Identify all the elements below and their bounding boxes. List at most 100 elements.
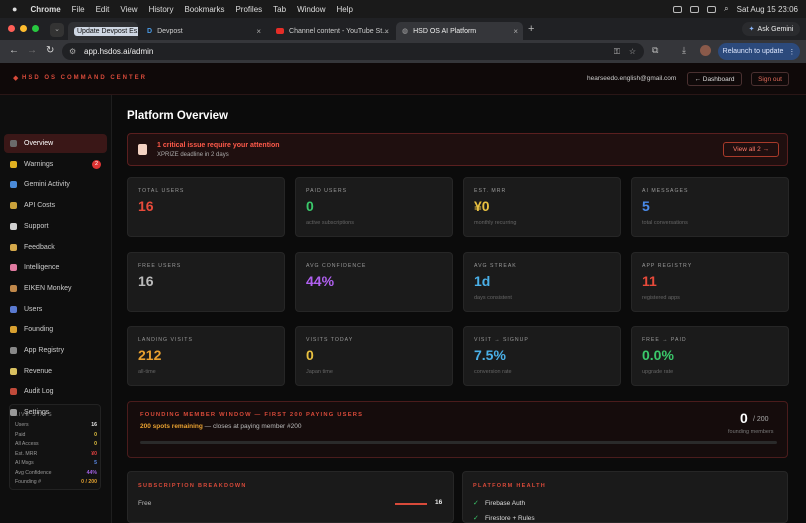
live-stat-row: Avg Confidence 44% xyxy=(15,470,97,476)
log-icon xyxy=(10,388,17,396)
metric-value: ¥0 xyxy=(474,198,490,214)
sidebar-item-intelligence[interactable]: Intelligence xyxy=(4,258,107,277)
brand-dot-icon: ◆ xyxy=(13,75,19,82)
sidebar-item-settings[interactable]: Settings xyxy=(4,403,107,422)
bookmark-star-icon[interactable]: ☆ xyxy=(628,47,636,56)
profile-avatar[interactable] xyxy=(700,45,711,56)
devpost-icon: D xyxy=(147,27,153,35)
live-stats-panel: LIVE STATS Users 16 Paid 0 All Access 0 Est. M… xyxy=(9,404,101,490)
metric-value: 0.0% xyxy=(642,347,674,363)
live-stat-label: AI Msgs xyxy=(15,460,34,466)
menu-view[interactable]: View xyxy=(120,4,138,14)
metric-card-avg-streak: AVG STREAK 1d days consistent xyxy=(463,251,621,312)
dashboard-button[interactable]: ← Dashboard xyxy=(687,72,742,86)
menu-bookmarks[interactable]: Bookmarks xyxy=(184,4,225,14)
sidebar-item-label: EIKEN Monkey xyxy=(24,284,72,292)
sidebar-item-eiken-monkey[interactable]: EIKEN Monkey xyxy=(4,279,107,298)
menu-tab[interactable]: Tab xyxy=(273,4,287,14)
live-stat-value: 5 xyxy=(94,460,97,466)
search-icon[interactable]: ⌕ xyxy=(724,4,729,13)
gemini-sparkle-icon: ✦ xyxy=(748,26,755,33)
sidebar-item-app-registry[interactable]: App Registry xyxy=(4,341,107,360)
ask-gemini-button[interactable]: ✦ Ask Gemini xyxy=(742,22,800,36)
close-tab-icon[interactable]: × xyxy=(513,26,518,36)
sign-out-button[interactable]: Sign out xyxy=(751,72,789,86)
closes-at: — closes at paying member #200 xyxy=(202,423,302,430)
forward-icon[interactable]: → xyxy=(27,45,37,56)
menu-history[interactable]: History xyxy=(148,4,174,14)
close-tab-icon[interactable]: × xyxy=(256,26,261,36)
metric-value: 44% xyxy=(306,272,335,289)
sidebar-item-label: Revenue xyxy=(24,367,53,375)
site-info-icon[interactable]: ⚙ xyxy=(69,47,77,56)
sidebar-item-support[interactable]: Support xyxy=(4,217,107,236)
founding-status: 200 spots remaining — closes at paying m… xyxy=(140,423,302,430)
url-text[interactable]: app.hsdos.ai/admin xyxy=(84,47,154,56)
metric-label: APP REGISTRY xyxy=(642,262,693,269)
wifi-icon[interactable] xyxy=(690,5,700,13)
live-stat-value: 44% xyxy=(86,469,97,476)
menu-edit[interactable]: Edit xyxy=(95,4,110,14)
alert-subtitle: XPRIZE deadline in 2 days xyxy=(157,152,229,158)
close-window-icon[interactable] xyxy=(8,25,15,32)
sidebar-item-founding[interactable]: Founding xyxy=(4,320,107,339)
sidebar-item-audit-log[interactable]: Audit Log xyxy=(4,382,107,401)
menubar-clock[interactable]: Sat Aug 15 23:06 xyxy=(736,4,798,14)
new-tab-icon[interactable]: + xyxy=(528,23,535,35)
close-tab-icon[interactable]: × xyxy=(384,26,389,36)
sidebar-item-gemini-activity[interactable]: Gemini Activity xyxy=(4,175,107,194)
metric-sub: days consistent xyxy=(474,294,512,301)
sidebar-item-overview[interactable]: Overview xyxy=(4,134,107,153)
menu-window[interactable]: Window xyxy=(297,4,326,14)
view-all-button[interactable]: View all 2 → xyxy=(723,142,779,157)
metric-label: TOTAL USERS xyxy=(138,188,185,194)
password-key-icon[interactable]: ⚿ xyxy=(613,46,620,56)
health-item: Firebase Auth xyxy=(485,500,526,507)
sidebar-item-api-costs[interactable]: API Costs xyxy=(4,196,107,215)
relaunch-button[interactable]: Relaunch to update ⋮ xyxy=(718,43,800,60)
back-icon[interactable]: ← xyxy=(9,45,19,56)
extensions-icon[interactable]: ⧉ xyxy=(652,45,659,55)
tab-search-icon[interactable]: ⌄ xyxy=(50,23,64,37)
menu-help[interactable]: Help xyxy=(336,4,353,14)
tab-devpost[interactable]: D Devpost × xyxy=(147,26,261,36)
live-stat-row: All Access 0 xyxy=(15,441,97,447)
metric-value: 7.5% xyxy=(474,347,506,363)
live-stat-value: ¥0 xyxy=(91,450,97,457)
sidebar-item-label: Users xyxy=(24,305,43,313)
apple-icon[interactable]: ● xyxy=(12,4,18,14)
sidebar-item-users[interactable]: Users xyxy=(4,300,107,319)
live-stat-value: 16 xyxy=(91,422,97,428)
metric-value: 11 xyxy=(642,272,657,289)
metric-card-landing-visits: LANDING VISITS 212 all-time xyxy=(127,326,285,386)
sidebar-item-label: Settings xyxy=(24,409,50,417)
minimize-window-icon[interactable] xyxy=(20,25,27,32)
more-menu-icon[interactable]: ⋮ xyxy=(788,48,796,56)
sidebar-item-feedback[interactable]: Feedback xyxy=(4,238,107,257)
sidebar-item-revenue[interactable]: Revenue xyxy=(4,362,107,381)
menu-app[interactable]: Chrome xyxy=(30,4,61,14)
metric-label: VISIT → SIGNUP xyxy=(474,337,529,343)
address-bar[interactable]: ⚙ app.hsdos.ai/admin ⚿ ☆ xyxy=(62,43,644,60)
tab-update-devpost[interactable]: Update Devpost Es... xyxy=(68,22,138,40)
metric-value: 212 xyxy=(138,347,162,363)
menu-file[interactable]: File xyxy=(71,4,85,14)
menu-profiles[interactable]: Profiles xyxy=(235,4,263,14)
zoom-window-icon[interactable] xyxy=(32,25,39,32)
warning-icon xyxy=(10,160,17,168)
metric-sub: monthly recurring xyxy=(474,220,517,226)
metric-label: AVG CONFIDENCE xyxy=(306,262,367,269)
reload-icon[interactable]: ↻ xyxy=(46,45,55,56)
sidebar-item-warnings[interactable]: Warnings 2 xyxy=(4,155,107,174)
registry-icon xyxy=(10,347,17,354)
metric-sub: registered apps xyxy=(642,294,680,301)
youtube-icon xyxy=(276,28,285,34)
tab-hsd-os[interactable]: ◍ HSD OS AI Platform × xyxy=(396,22,523,40)
tab-youtube[interactable]: Channel content - YouTube St... × xyxy=(270,22,394,40)
battery-icon[interactable] xyxy=(707,5,717,13)
status-icon[interactable] xyxy=(673,5,683,13)
download-icon[interactable]: ⤓ xyxy=(682,45,686,55)
coins-icon xyxy=(10,202,17,210)
founding-title: FOUNDING MEMBER WINDOW — FIRST 200 PAYIN… xyxy=(140,412,364,418)
metric-card-free-users: FREE USERS 16 xyxy=(127,251,285,312)
